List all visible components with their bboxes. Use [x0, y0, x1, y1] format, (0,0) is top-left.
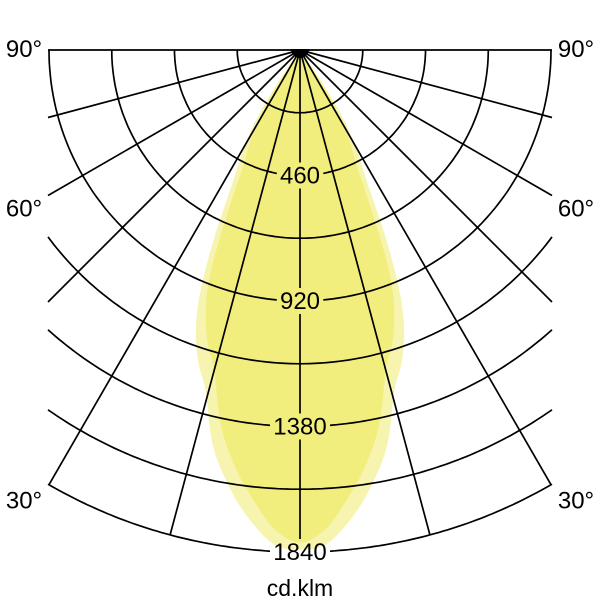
unit-label: cd.klm — [267, 575, 333, 600]
angle-label-right-60: 60° — [558, 196, 594, 223]
angle-label-left-60: 60° — [6, 196, 42, 223]
grid-radial-line-45 — [299, 49, 553, 303]
grid-radial-line-15 — [169, 49, 301, 536]
grid-radial-line-30 — [48, 49, 301, 486]
grid-radial-line-15 — [299, 49, 431, 536]
ring-label-1840: 1840 — [273, 539, 326, 566]
grid-radial-line-60 — [299, 49, 553, 197]
angle-label-right-30: 30° — [558, 488, 594, 515]
angle-label-left-90: 90° — [6, 36, 42, 63]
grid-radial-line-60 — [47, 49, 301, 197]
polar-grid — [47, 49, 553, 553]
angle-label-left-30: 30° — [6, 488, 42, 515]
ring-label-1380: 1380 — [273, 414, 326, 441]
ring-label-460: 460 — [280, 163, 320, 190]
angle-label-right-90: 90° — [558, 36, 594, 63]
grid-radial-line-30 — [299, 49, 552, 486]
ring-label-920: 920 — [280, 288, 320, 315]
luminaire-icon — [291, 49, 309, 58]
grid-radial-line-45 — [47, 49, 301, 303]
grid-radial-line-75 — [47, 49, 301, 119]
grid-radial-line-75 — [299, 49, 553, 119]
